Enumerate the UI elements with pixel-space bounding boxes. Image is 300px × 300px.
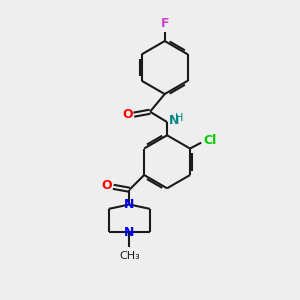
Text: O: O [101, 179, 112, 192]
Text: O: O [122, 108, 133, 121]
Text: H: H [175, 113, 183, 124]
Text: N: N [124, 198, 135, 211]
Text: F: F [160, 17, 169, 30]
Text: Cl: Cl [203, 134, 217, 147]
Text: N: N [124, 226, 135, 239]
Text: CH₃: CH₃ [119, 251, 140, 261]
Text: N: N [169, 114, 179, 127]
